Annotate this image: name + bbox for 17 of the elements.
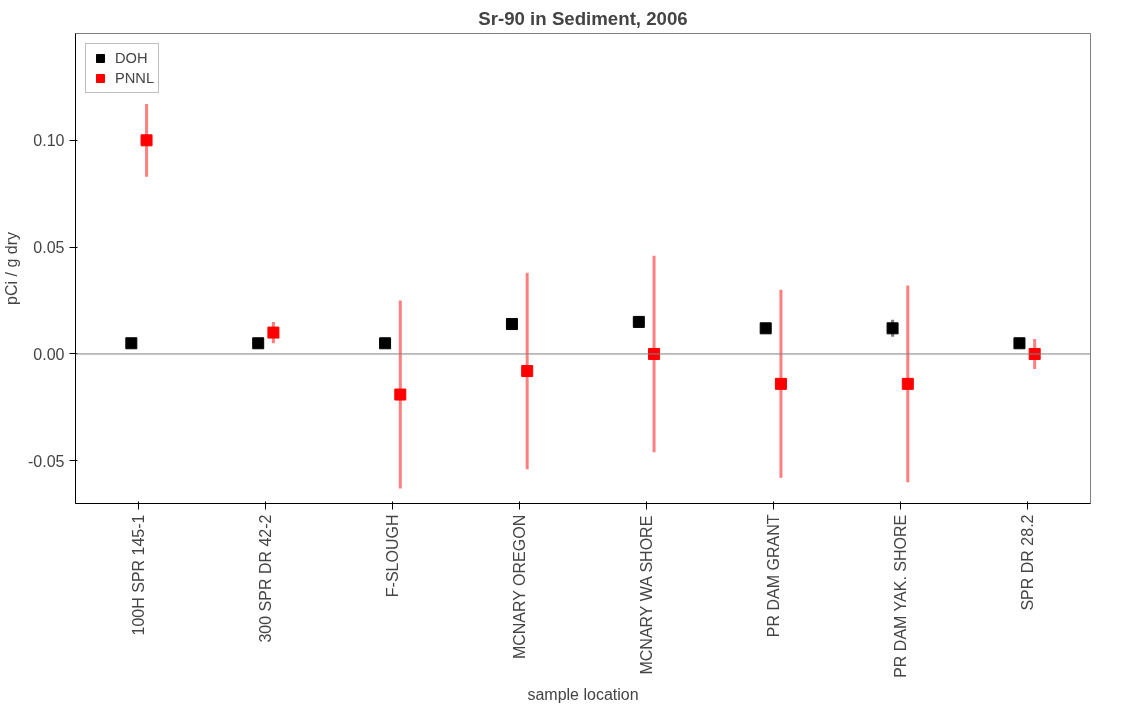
x-tick-label: PR DAM YAK. SHORE bbox=[891, 514, 909, 678]
y-tick-label: -0.05 bbox=[28, 452, 65, 470]
legend-label: PNNL bbox=[115, 70, 155, 86]
x-axis-title: sample location bbox=[527, 685, 639, 703]
x-tick-label: PR DAM GRANT bbox=[764, 514, 782, 638]
y-axis-title: pCi / g dry bbox=[3, 232, 21, 305]
chart-title: Sr-90 in Sediment, 2006 bbox=[478, 7, 688, 29]
x-tick-label: SPR DR 28.2 bbox=[1018, 514, 1036, 611]
y-tick-label: 0.10 bbox=[33, 132, 65, 150]
x-tick-label: F-SLOUGH bbox=[384, 514, 402, 598]
y-tick-label: 0.00 bbox=[33, 345, 65, 363]
y-tick-label: 0.05 bbox=[33, 239, 65, 257]
x-tick-label: 100H SPR 145-1 bbox=[130, 514, 148, 636]
legend-label: DOH bbox=[115, 50, 148, 66]
x-tick-label: 300 SPR DR 42-2 bbox=[257, 514, 275, 643]
x-tick-label: MCNARY OREGON bbox=[511, 514, 529, 660]
x-tick-label: MCNARY WA SHORE bbox=[637, 515, 655, 675]
